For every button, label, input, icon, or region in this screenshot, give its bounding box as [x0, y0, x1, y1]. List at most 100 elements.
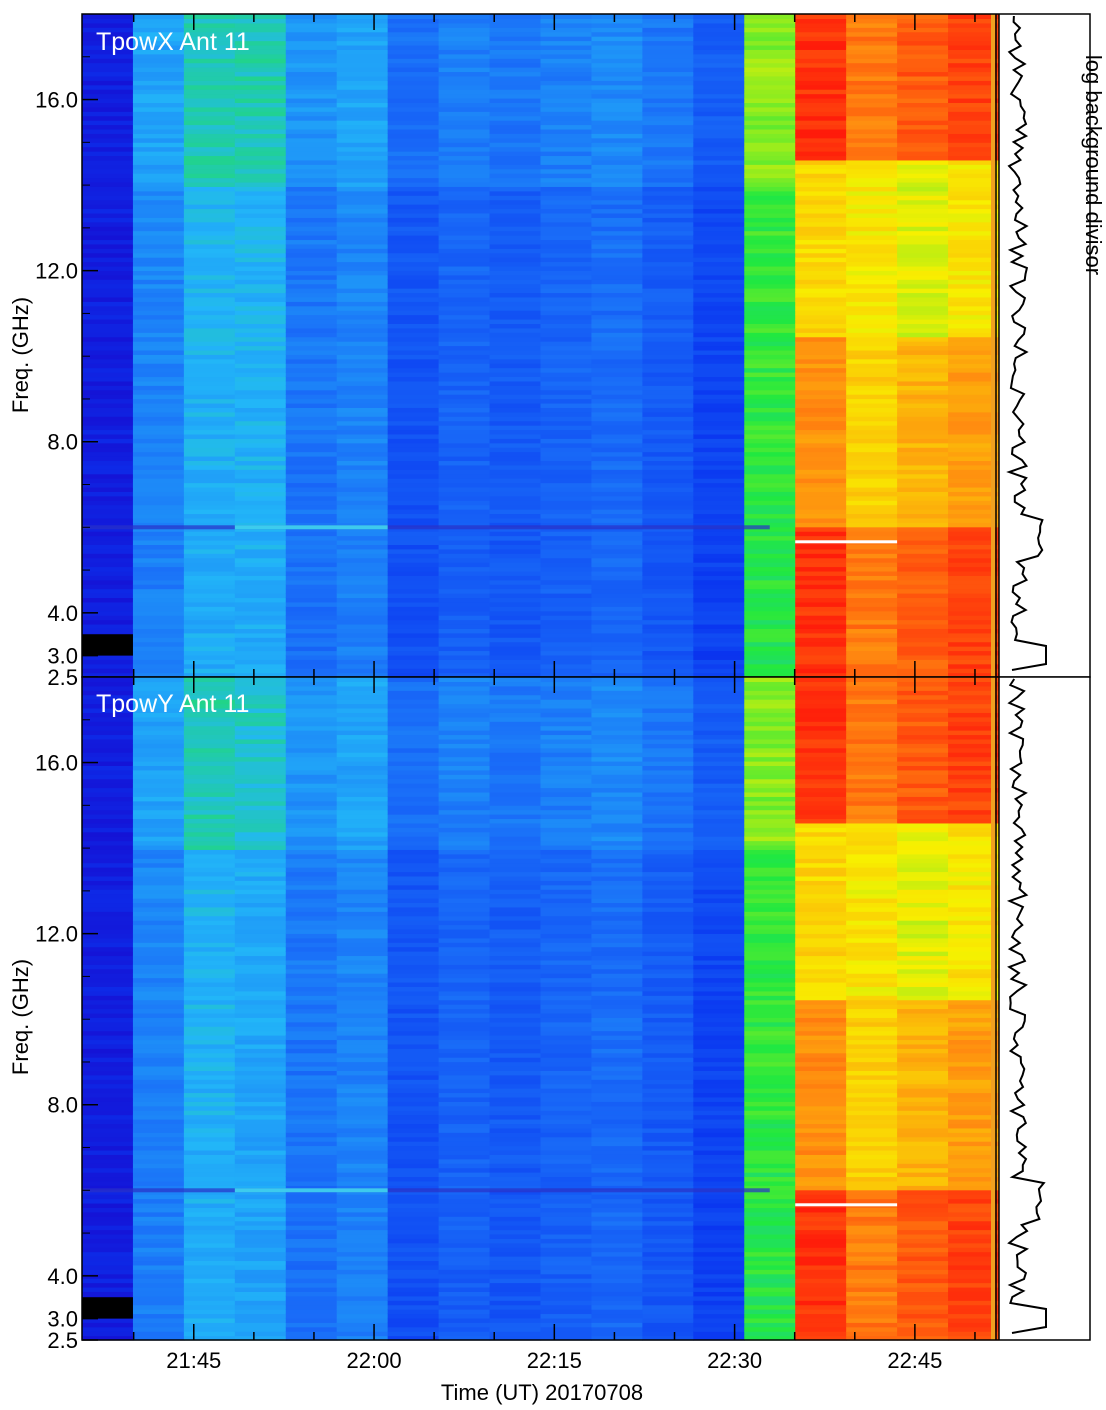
spectrogram-cell [744, 566, 796, 572]
spectrogram-cell [489, 239, 542, 245]
spectrogram-cell [948, 190, 1000, 196]
spectrogram-cell [693, 668, 745, 674]
spectrogram-cell [234, 831, 287, 837]
spectrogram-cell [438, 734, 491, 740]
spectrogram-cell [540, 818, 593, 824]
spectrogram-cell [591, 442, 643, 448]
spectrogram-cell [132, 1304, 185, 1310]
spectrogram-cell [540, 151, 593, 157]
spectrogram-cell [387, 22, 440, 28]
spectrogram-cell [438, 632, 491, 638]
spectrogram-cell [387, 1052, 440, 1058]
spectrogram-cell [540, 133, 593, 139]
spectrogram-cell [183, 765, 236, 771]
spectrogram-cell [642, 416, 694, 422]
spectrogram-cell [387, 1247, 440, 1253]
spectrogram-cell [489, 1304, 542, 1310]
spectrogram-cell [438, 411, 491, 417]
spectrogram-cell [897, 420, 949, 426]
spectrogram-cell [438, 973, 491, 979]
spectrogram-cell [234, 1132, 287, 1138]
spectrogram-cell [183, 928, 236, 934]
spectrogram-cell [744, 690, 796, 696]
spectrogram-cell [336, 124, 389, 130]
spectrogram-cell [438, 513, 491, 519]
spectrogram-cell [642, 1039, 694, 1045]
spectrogram-cell [336, 893, 389, 899]
spectrogram-cell [591, 1207, 643, 1213]
spectrogram-cell [489, 186, 542, 192]
spectrogram-cell [693, 677, 745, 683]
spectrogram-cell [642, 1331, 694, 1337]
spectrogram-cell [183, 372, 236, 378]
spectrogram-cell [591, 920, 643, 926]
spectrogram-cell [336, 769, 389, 775]
spectrogram-cell [82, 332, 134, 338]
spectrogram-cell [82, 429, 134, 435]
spectrogram-cell [183, 363, 236, 369]
spectrogram-cell [336, 1331, 389, 1337]
spectrogram-cell [897, 402, 949, 408]
spectrogram-cell [744, 420, 796, 426]
spectrogram-cell [438, 230, 491, 236]
spectrogram-cell [336, 818, 389, 824]
spectrogram-cell [795, 1017, 847, 1023]
spectrogram-cell [132, 1070, 185, 1076]
spectrogram-cell [285, 1295, 338, 1301]
spectrogram-cell [642, 800, 694, 806]
spectrogram-cell [591, 345, 643, 351]
spectrogram-cell [540, 398, 593, 404]
spectrogram-cell [438, 641, 491, 647]
spectrogram-cell [132, 124, 185, 130]
spectrogram-cell [693, 1119, 745, 1125]
spectrogram-cell [642, 1304, 694, 1310]
spectrogram-cell [489, 1185, 542, 1191]
spectrogram-cell [132, 849, 185, 855]
spectrogram-cell [234, 84, 287, 90]
spectrogram-cell [234, 318, 287, 324]
spectrogram-cell [642, 323, 694, 329]
spectrogram-cell [234, 822, 287, 828]
spectrogram-cell [285, 1149, 338, 1155]
spectrogram-cell [285, 906, 338, 912]
spectrogram-cell [234, 756, 287, 762]
spectrogram-cell [183, 844, 236, 850]
spectrogram-cell [82, 783, 134, 789]
spectrogram-cell [744, 884, 796, 890]
spectrogram-cell [540, 1269, 593, 1275]
spectrogram-cell [795, 1083, 847, 1089]
spectrogram-cell [285, 893, 338, 899]
spectrogram-cell [897, 668, 949, 674]
spectrogram-cell [489, 615, 542, 621]
spectrogram-cell [744, 606, 796, 612]
spectrogram-cell [183, 1004, 236, 1010]
spectrogram-cell [489, 632, 542, 638]
spectrogram-cell [183, 853, 236, 859]
spectrogram-cell [489, 924, 542, 930]
spectrogram-cell [642, 752, 694, 758]
spectrogram-cell [846, 58, 898, 64]
spectrogram-cell [234, 906, 287, 912]
spectrogram-cell [540, 1052, 593, 1058]
spectrogram-cell [234, 389, 287, 395]
spectrogram-cell [897, 447, 949, 453]
spectrogram-cell [642, 1238, 694, 1244]
spectrogram-cell [846, 420, 898, 426]
spectrogram-cell [285, 504, 338, 510]
spectrogram-cell [489, 270, 542, 276]
spectrogram-cell [846, 265, 898, 271]
spectrogram-cell [285, 760, 338, 766]
spectrogram-cell [693, 902, 745, 908]
spectrogram-cell [285, 1035, 338, 1041]
spectrogram-cell [336, 509, 389, 515]
spectrogram-cell [795, 478, 847, 484]
spectrogram-cell [897, 151, 949, 157]
spectrogram-cell [438, 1273, 491, 1279]
spectrogram-cell [285, 535, 338, 541]
spectrogram-cell [336, 460, 389, 466]
spectrogram-cell [234, 155, 287, 161]
spectrogram-cell [693, 1238, 745, 1244]
spectrogram-cell [132, 778, 185, 784]
spectrogram-cell [489, 128, 542, 134]
spectrogram-cell [438, 915, 491, 921]
